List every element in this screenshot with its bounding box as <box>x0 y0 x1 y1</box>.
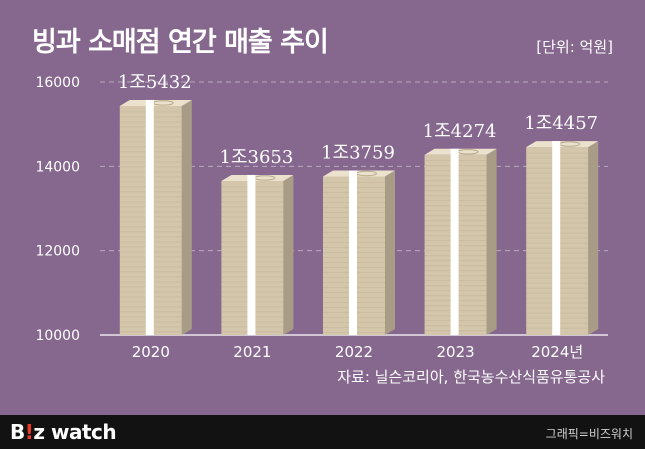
bar-top-face <box>323 170 395 177</box>
chart-title: 빙과 소매점 연간 매출 추이 <box>32 27 329 58</box>
unit-note: [단위: 억원] <box>536 38 613 56</box>
graphic-credit: 그래픽=비즈워치 <box>545 427 633 441</box>
bar-top-face <box>526 141 599 148</box>
bar-paper-band <box>450 148 459 335</box>
logo-letter-b: B <box>10 420 25 444</box>
bar-value-label: 1조4457 <box>524 113 598 134</box>
bar-paper-band <box>349 170 357 335</box>
bar-side-face <box>283 174 294 335</box>
x-tick-label: 2024년 <box>531 343 583 361</box>
bar-side-face <box>181 99 192 335</box>
bar-side-face <box>486 148 497 335</box>
x-tick-label: 2020 <box>132 343 170 361</box>
bar-value-label: 1조3759 <box>321 142 395 163</box>
bar-top-face <box>119 99 192 106</box>
bar-top-face <box>221 174 294 181</box>
bar-value-label: 1조4274 <box>423 121 497 142</box>
y-tick-label: 10000 <box>35 328 80 344</box>
bar-side-face <box>588 141 599 335</box>
bar-paper-band <box>552 141 561 335</box>
x-tick-label: 2022 <box>335 343 373 361</box>
bizwatch-logo: B!z watch <box>10 420 117 444</box>
x-tick-label: 2023 <box>437 343 475 361</box>
x-tick-label: 2021 <box>233 343 271 361</box>
bar-value-label: 1조3653 <box>219 147 293 168</box>
footer-bar: B!z watch 그래픽=비즈워치 <box>0 415 645 449</box>
y-tick-label: 16000 <box>35 75 80 91</box>
bar-paper-band <box>145 99 154 335</box>
y-tick-label: 12000 <box>35 244 80 260</box>
logo-rest: z watch <box>33 420 117 444</box>
y-tick-label: 14000 <box>35 159 80 175</box>
source-note: 자료: 닐슨코리아, 한국농수산식품유통공사 <box>337 368 605 386</box>
bar-top-face <box>424 148 497 155</box>
logo-mark: ! <box>24 420 34 444</box>
bar-paper-band <box>247 174 256 335</box>
bar-value-label: 1조5432 <box>118 72 192 93</box>
bar-side-face <box>385 170 395 335</box>
